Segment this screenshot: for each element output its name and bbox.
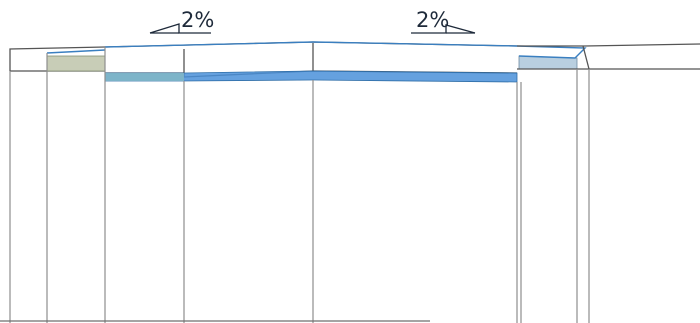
left-shoulder xyxy=(9,46,106,72)
slope-arrow-left xyxy=(149,23,211,34)
pavement-profile xyxy=(104,41,518,83)
slope-indicator-right: 2% xyxy=(411,8,476,34)
right-shoulder xyxy=(516,43,700,70)
slope-label-left: 2% xyxy=(181,8,214,32)
vertical-section-lines xyxy=(9,47,590,323)
left-curb-fill xyxy=(46,55,106,72)
slope-arrow-right xyxy=(411,24,476,34)
slope-label-right: 2% xyxy=(416,8,449,32)
slope-indicator-left: 2% xyxy=(149,8,214,34)
